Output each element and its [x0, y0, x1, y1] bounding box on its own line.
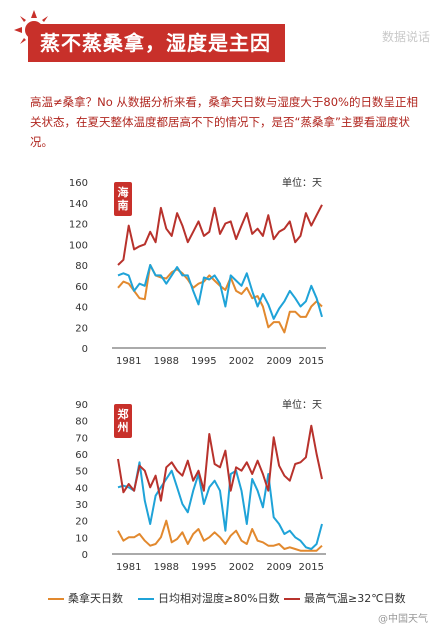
- y-tick-label: 40: [75, 483, 88, 494]
- x-tick-label: 2015: [299, 356, 324, 367]
- legend-swatch: [48, 598, 64, 600]
- x-tick-label: 2002: [229, 562, 254, 573]
- region-label: 南: [118, 198, 129, 212]
- y-tick-label: 160: [69, 178, 88, 189]
- legend-label: 日均相对湿度≥80%日数: [158, 592, 280, 605]
- y-tick-label: 70: [75, 433, 88, 444]
- chart-hainan-svg: 0 20 40 60 80 100 120 140 160 1981 1988 1995 2002 200…: [69, 176, 326, 367]
- unit-label: 单位：天: [282, 176, 322, 189]
- y-tick-label: 30: [75, 500, 88, 511]
- y-tick-label: 50: [75, 467, 88, 478]
- series-line: [117, 264, 323, 320]
- y-tick-label: 60: [75, 450, 88, 461]
- y-tick-label: 100: [69, 240, 88, 251]
- legend: 桑拿天日数 日均相对湿度≥80%日数 最高气温≥32℃日数: [0, 590, 440, 610]
- y-tick-label: 120: [69, 220, 88, 231]
- series-line: [117, 461, 323, 550]
- y-tick-label: 90: [75, 400, 88, 411]
- legend-item-hot: 最高气温≥32℃日数: [284, 590, 406, 606]
- page-title: 蒸不蒸桑拿，湿度是主因: [28, 24, 285, 62]
- y-tick-label: 20: [75, 323, 88, 334]
- y-tick-label: 60: [75, 282, 88, 293]
- unit-label: 单位：天: [282, 398, 322, 411]
- y-tick-label: 0: [82, 550, 88, 561]
- x-tick-label: 1981: [116, 356, 141, 367]
- y-tick-label: 40: [75, 303, 88, 314]
- series-line: [117, 424, 323, 502]
- y-tick-label: 0: [82, 344, 88, 355]
- legend-swatch: [138, 598, 154, 600]
- legend-swatch: [284, 598, 300, 600]
- chart-zhengzhou-svg: 0 10 20 30 40 50 60 70 80 90 1981 1988 1995 2002 2009 2…: [75, 398, 326, 573]
- legend-item-sauna: 桑拿天日数: [48, 590, 123, 606]
- region-label: 郑: [118, 407, 129, 421]
- x-tick-label: 2009: [266, 356, 291, 367]
- x-tick-label: 1981: [116, 562, 141, 573]
- brand-logo: 数据说话: [381, 30, 430, 44]
- x-tick-label: 1995: [191, 562, 216, 573]
- x-tick-label: 2015: [299, 562, 324, 573]
- x-tick-label: 2009: [266, 562, 291, 573]
- y-tick-label: 20: [75, 517, 88, 528]
- chart-hainan: 0 20 40 60 80 100 120 140 160 1981 1988 1995 2002 200…: [0, 168, 440, 378]
- x-tick-label: 1988: [154, 356, 179, 367]
- legend-label: 最高气温≥32℃日数: [304, 592, 406, 605]
- intro-text: 高温≠桑拿？No 从数据分析来看，桑拿天日数与湿度大于80%的日数呈正相关状态，…: [30, 95, 418, 149]
- y-tick-label: 80: [75, 417, 88, 428]
- y-tick-label: 140: [69, 199, 88, 210]
- x-tick-label: 1988: [154, 562, 179, 573]
- region-badge: [114, 404, 132, 438]
- y-tick-label: 80: [75, 261, 88, 272]
- region-label: 州: [117, 421, 129, 434]
- footer-credit: @中国天气: [378, 614, 428, 625]
- series-line: [117, 204, 323, 266]
- x-tick-label: 2002: [229, 356, 254, 367]
- x-tick-label: 1995: [191, 356, 216, 367]
- region-badge: [114, 182, 132, 216]
- y-tick-label: 10: [75, 533, 88, 544]
- chart-zhengzhou: 0 10 20 30 40 50 60 70 80 90 1981 1988 1995 2002 2009 2…: [0, 390, 440, 580]
- legend-item-humidity: 日均相对湿度≥80%日数: [138, 590, 280, 606]
- legend-label: 桑拿天日数: [68, 592, 123, 605]
- series-line: [117, 519, 323, 552]
- region-label: 海: [118, 185, 129, 199]
